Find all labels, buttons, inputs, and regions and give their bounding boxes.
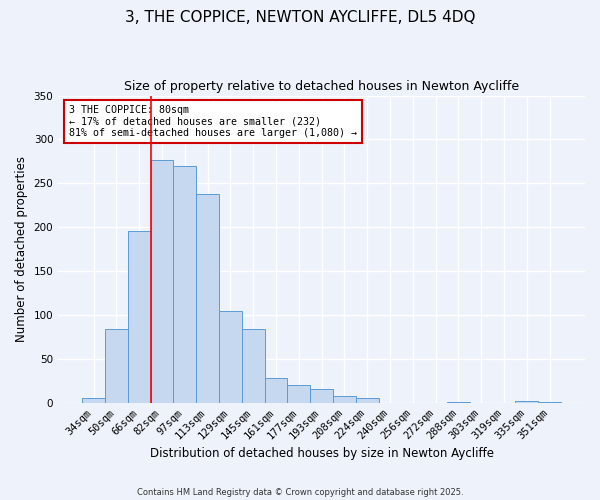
Bar — [356, 398, 379, 403]
Bar — [128, 231, 151, 403]
Text: 3 THE COPPICE: 80sqm
← 17% of detached houses are smaller (232)
81% of semi-deta: 3 THE COPPICE: 80sqm ← 17% of detached h… — [69, 105, 357, 138]
Text: 3, THE COPPICE, NEWTON AYCLIFFE, DL5 4DQ: 3, THE COPPICE, NEWTON AYCLIFFE, DL5 4DQ — [125, 10, 475, 25]
Text: Contains HM Land Registry data © Crown copyright and database right 2025.: Contains HM Land Registry data © Crown c… — [137, 488, 463, 497]
Bar — [82, 398, 105, 403]
Bar — [242, 329, 265, 403]
Bar — [151, 160, 173, 403]
Bar — [105, 329, 128, 403]
Bar — [333, 396, 356, 403]
Bar — [196, 194, 219, 403]
Bar — [538, 402, 561, 403]
Bar — [310, 389, 333, 403]
X-axis label: Distribution of detached houses by size in Newton Aycliffe: Distribution of detached houses by size … — [149, 447, 494, 460]
Bar — [515, 401, 538, 403]
Bar — [447, 402, 470, 403]
Bar — [173, 166, 196, 403]
Title: Size of property relative to detached houses in Newton Aycliffe: Size of property relative to detached ho… — [124, 80, 519, 93]
Bar — [287, 386, 310, 403]
Bar — [265, 378, 287, 403]
Y-axis label: Number of detached properties: Number of detached properties — [15, 156, 28, 342]
Bar — [219, 311, 242, 403]
